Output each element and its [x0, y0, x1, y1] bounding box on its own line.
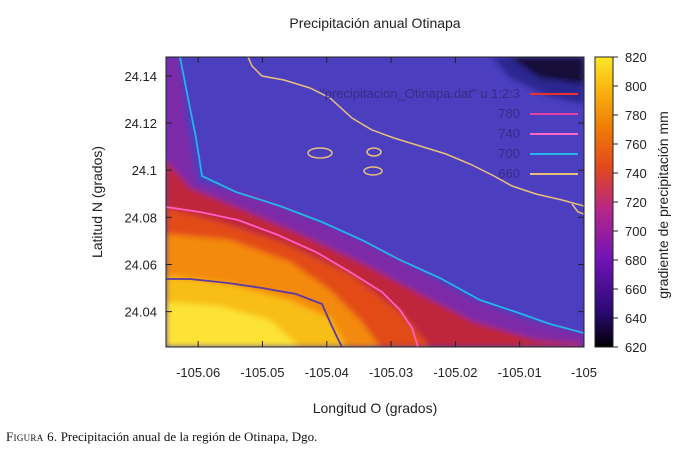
y-tick-label: 24.12 [124, 116, 157, 131]
contour-660-island [307, 147, 333, 159]
legend-label: "precipitacion_Otinapa.dat" u 1:2:3 [320, 86, 520, 101]
y-tick-label: 24.1 [132, 163, 157, 178]
colorbar-tick-label: 680 [625, 253, 647, 268]
heatmap-band-darkest [510, 57, 584, 84]
colorbar-tick-label: 640 [625, 311, 647, 326]
heatmap-band-810 [166, 302, 300, 347]
contour-780 [166, 278, 343, 347]
x-axis-label: Longitud O (grados) [313, 400, 438, 416]
y-tick-label: 24.04 [124, 305, 157, 320]
colorbar-tick-label: 780 [625, 108, 647, 123]
colorbar-gradient [594, 56, 614, 348]
x-axis: -105.06 -105.05 -105.04 -105.03 -105.02 -105.… [176, 57, 597, 380]
colorbar-tick-label: 800 [625, 79, 647, 94]
y-axis: 24.04 24.06 24.08 24.1 24.12 24.14 [124, 69, 584, 320]
y-tick-label: 24.14 [124, 69, 157, 84]
contour-660-edge [571, 203, 584, 215]
colorbar-tick-label: 720 [625, 195, 647, 210]
caption-label: Figura 6. [6, 429, 58, 444]
y-tick-label: 24.06 [124, 257, 157, 272]
colorbar-label: gradiente de precipitación mm [655, 111, 671, 299]
legend-label: 660 [498, 166, 520, 181]
legend-label: 780 [498, 106, 520, 121]
x-tick-label: -105.01 [498, 365, 542, 380]
x-tick-label: -105.03 [369, 365, 413, 380]
contour-660-island [363, 166, 383, 176]
contour-740 [166, 206, 419, 347]
contour-660 [247, 57, 584, 207]
y-tick-label: 24.08 [124, 210, 157, 225]
caption-text: Precipitación anual de la región de Otin… [60, 429, 318, 444]
colorbar-tick-label: 760 [625, 137, 647, 152]
y-axis-label: Latitud N (grados) [89, 146, 105, 258]
legend-label: 740 [498, 126, 520, 141]
colorbar-tick-label: 620 [625, 340, 647, 355]
x-tick-label: -105.02 [433, 365, 477, 380]
plot-area: -105.06 -105.05 -105.04 -105.03 -105.02 -105.… [124, 56, 597, 380]
colorbar-tick-label: 820 [625, 50, 647, 65]
colorbar-tick-label: 660 [625, 282, 647, 297]
legend: "precipitacion_Otinapa.dat" u 1:2:3 780 74… [320, 86, 578, 181]
chart-title: Precipitación anual Otinapa [289, 15, 460, 31]
x-tick-label: -105.05 [240, 365, 284, 380]
colorbar-tick-label: 700 [625, 224, 647, 239]
heatmap-field [166, 57, 584, 347]
contour-700 [179, 57, 584, 334]
x-tick-label: -105.04 [305, 365, 349, 380]
legend-label: 700 [498, 146, 520, 161]
figure-caption: Figura 6. Precipitación anual de la regi… [6, 429, 317, 445]
contour-660-island [366, 147, 382, 157]
x-tick-label: -105 [571, 365, 597, 380]
plot-frame [165, 56, 585, 348]
x-tick-label: -105.06 [176, 365, 220, 380]
colorbar-ticks: 620 640 660 680 700 720 740 760 780 800 820 [613, 50, 647, 355]
colorbar-tick-label: 740 [625, 166, 647, 181]
colorbar: 620 640 660 680 700 720 740 760 780 800 820 [594, 50, 647, 355]
